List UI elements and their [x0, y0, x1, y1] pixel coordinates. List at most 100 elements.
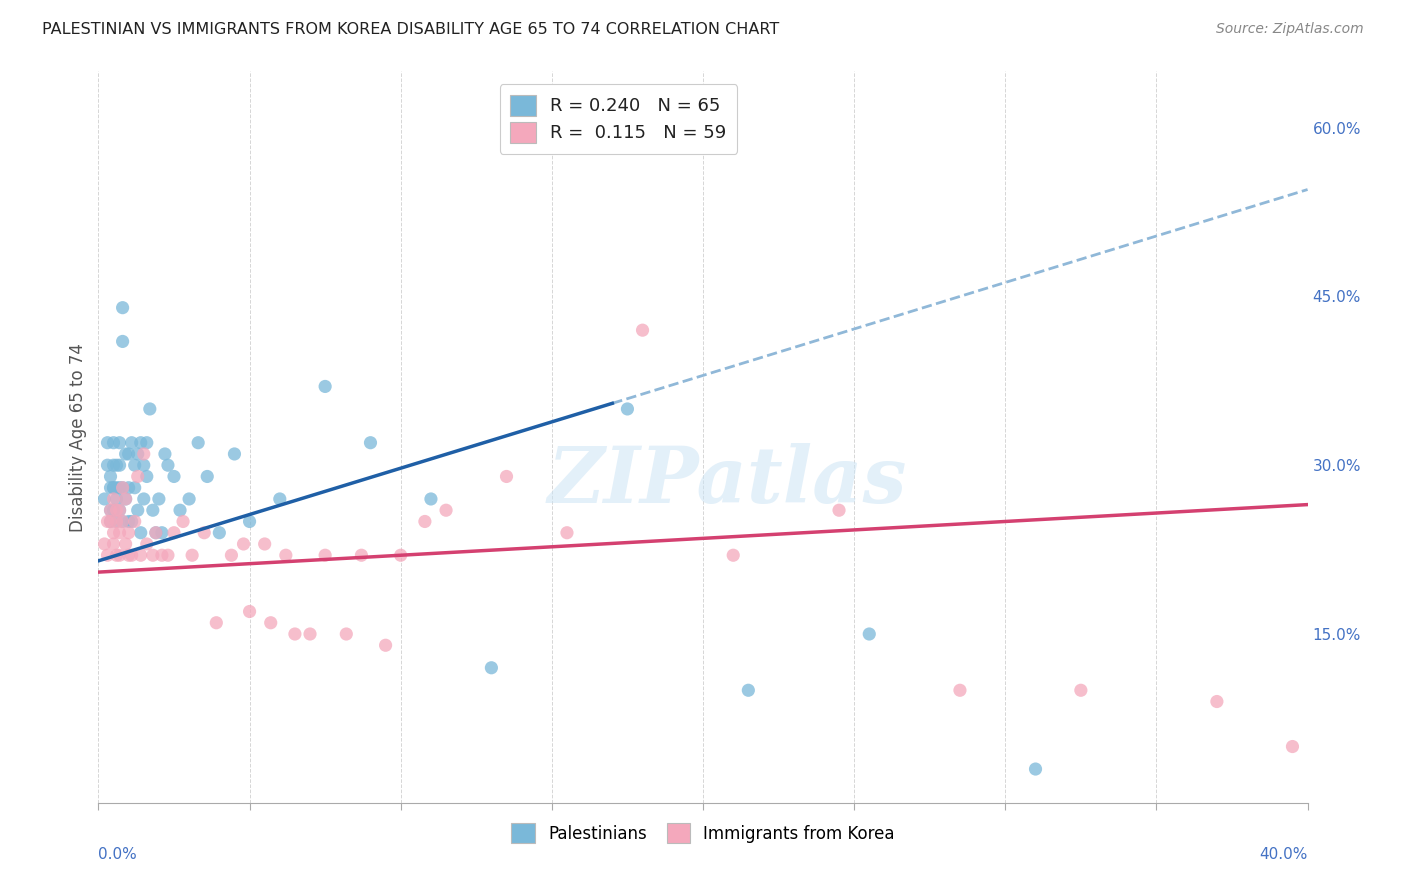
Point: [124, 458, 146, 473]
Point: [108, 435, 131, 450]
Point: [93, 537, 115, 551]
Point: [224, 447, 246, 461]
Point: [181, 548, 204, 562]
Point: [105, 515, 128, 529]
Point: [172, 515, 194, 529]
Point: [374, 638, 396, 652]
Point: [108, 503, 131, 517]
Point: [103, 481, 125, 495]
Point: [108, 503, 131, 517]
Point: [142, 503, 165, 517]
Point: [208, 525, 231, 540]
Point: [96, 458, 118, 473]
Point: [100, 469, 122, 483]
Point: [299, 627, 322, 641]
Point: [127, 503, 149, 517]
Point: [96, 548, 118, 562]
Point: [129, 525, 152, 540]
Text: Source: ZipAtlas.com: Source: ZipAtlas.com: [1216, 22, 1364, 37]
Point: [737, 683, 759, 698]
Point: [314, 379, 336, 393]
Point: [111, 515, 134, 529]
Point: [169, 503, 191, 517]
Point: [260, 615, 283, 630]
Point: [269, 491, 291, 506]
Point: [132, 491, 155, 506]
Point: [114, 447, 136, 461]
Point: [111, 515, 134, 529]
Point: [114, 491, 136, 506]
Point: [205, 615, 228, 630]
Point: [1070, 683, 1092, 698]
Point: [114, 491, 136, 506]
Point: [103, 503, 125, 517]
Point: [121, 548, 143, 562]
Point: [274, 548, 297, 562]
Point: [96, 515, 118, 529]
Point: [1206, 694, 1229, 708]
Point: [105, 481, 128, 495]
Point: [103, 435, 125, 450]
Point: [121, 515, 143, 529]
Point: [1024, 762, 1046, 776]
Point: [105, 503, 128, 517]
Point: [350, 548, 373, 562]
Point: [100, 481, 122, 495]
Point: [103, 458, 125, 473]
Point: [156, 458, 179, 473]
Point: [139, 401, 162, 416]
Point: [828, 503, 851, 517]
Point: [132, 458, 155, 473]
Point: [253, 537, 276, 551]
Point: [389, 548, 412, 562]
Point: [100, 515, 122, 529]
Point: [284, 627, 307, 641]
Point: [103, 481, 125, 495]
Text: 40.0%: 40.0%: [1260, 847, 1308, 862]
Point: [124, 515, 146, 529]
Point: [100, 515, 122, 529]
Point: [100, 503, 122, 517]
Point: [239, 605, 262, 619]
Point: [135, 469, 157, 483]
Point: [103, 491, 125, 506]
Point: [132, 447, 155, 461]
Point: [121, 435, 143, 450]
Point: [314, 548, 336, 562]
Point: [111, 481, 134, 495]
Point: [118, 548, 141, 562]
Point: [156, 548, 179, 562]
Point: [103, 525, 125, 540]
Legend: Palestinians, Immigrants from Korea: Palestinians, Immigrants from Korea: [505, 817, 901, 849]
Point: [145, 525, 167, 540]
Point: [163, 525, 186, 540]
Point: [163, 469, 186, 483]
Point: [118, 515, 141, 529]
Point: [187, 435, 209, 450]
Point: [105, 515, 128, 529]
Point: [105, 491, 128, 506]
Point: [495, 469, 517, 483]
Point: [949, 683, 972, 698]
Point: [129, 548, 152, 562]
Point: [111, 481, 134, 495]
Point: [153, 447, 176, 461]
Point: [616, 401, 638, 416]
Point: [127, 469, 149, 483]
Point: [96, 435, 118, 450]
Point: [360, 435, 382, 450]
Point: [193, 525, 215, 540]
Point: [129, 435, 152, 450]
Point: [111, 301, 134, 315]
Point: [413, 515, 436, 529]
Point: [555, 525, 578, 540]
Text: 0.0%: 0.0%: [98, 847, 138, 862]
Point: [100, 503, 122, 517]
Point: [108, 458, 131, 473]
Y-axis label: Disability Age 65 to 74: Disability Age 65 to 74: [69, 343, 87, 532]
Point: [148, 491, 170, 506]
Point: [105, 548, 128, 562]
Point: [118, 447, 141, 461]
Point: [335, 627, 357, 641]
Point: [239, 515, 262, 529]
